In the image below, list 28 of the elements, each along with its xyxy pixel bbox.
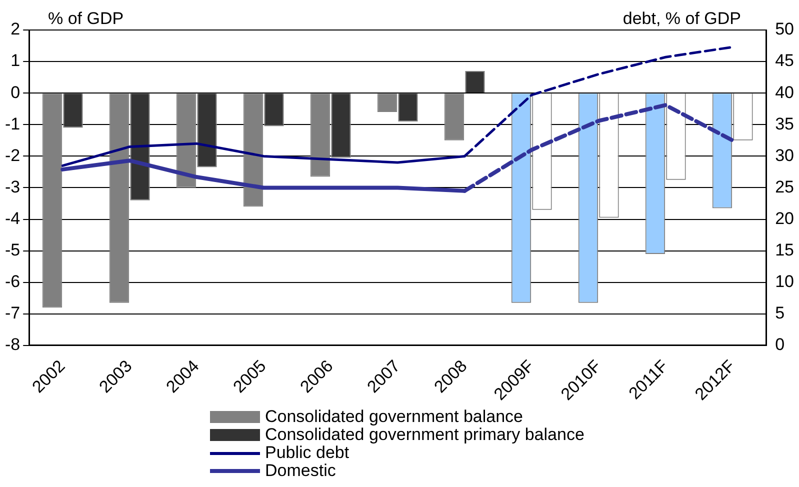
y-tick-label: -8 <box>4 335 20 354</box>
legend-label: Domestic <box>265 461 336 480</box>
y2-tick-label: 50 <box>775 20 794 39</box>
y2-tick-label: 15 <box>775 240 794 260</box>
y-tick-label: 2 <box>10 20 20 39</box>
y-axis-title: % of GDP <box>48 9 124 29</box>
y2-tick-label: 30 <box>775 146 794 165</box>
y2-tick-label: 20 <box>775 208 794 228</box>
y2-tick-label: 35 <box>775 114 794 134</box>
y-tick-label: 1 <box>10 51 20 70</box>
y-tick-label: -2 <box>4 146 20 165</box>
y-tick-label: -4 <box>4 208 20 228</box>
y-tick-label: -3 <box>4 177 20 196</box>
y2-tick-label: 0 <box>775 335 785 354</box>
y-tick-label: -1 <box>4 114 20 134</box>
y2-tick-label: 10 <box>775 272 794 292</box>
legend-label: Public debt <box>265 443 350 462</box>
legend-label: Consolidated government balance <box>265 407 524 426</box>
y2-tick-label: 5 <box>775 304 785 323</box>
y-tick-label: -7 <box>4 304 20 323</box>
y2-tick-label: 40 <box>775 82 794 102</box>
y-tick-label: 0 <box>10 82 20 102</box>
y2-axis-title: debt, % of GDP <box>622 9 741 29</box>
y-tick-label: -5 <box>4 240 20 260</box>
y2-tick-label: 25 <box>775 177 794 196</box>
legend-label: Consolidated government primary balance <box>265 425 584 444</box>
y2-tick-label: 45 <box>775 51 794 70</box>
y-tick-label: -6 <box>4 272 20 292</box>
